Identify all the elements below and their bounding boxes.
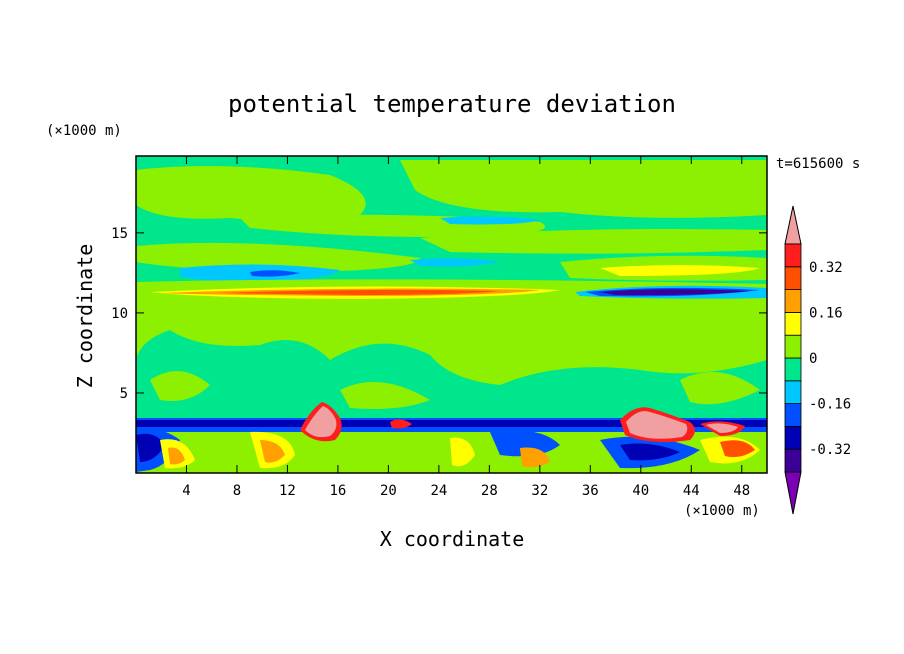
colorbar-segment — [784, 425, 802, 450]
upper-cool-patch — [440, 216, 540, 225]
chart-title: potential temperature deviation — [228, 90, 676, 118]
x-unit-label: (×1000 m) — [684, 503, 760, 519]
x-tick-label: 8 — [233, 483, 241, 499]
plot-area — [136, 156, 767, 473]
x-tick-label: 20 — [380, 483, 397, 499]
colorbar-segment — [784, 448, 802, 473]
upper-cool-patch — [410, 258, 500, 267]
colorbar-segment — [784, 380, 802, 404]
y-tick-label: 5 — [120, 386, 128, 402]
mid-warm-patch — [150, 371, 210, 401]
x-tick-label: 44 — [683, 483, 700, 499]
x-tick-label: 28 — [481, 483, 498, 499]
boundary-cold-blob — [136, 433, 165, 462]
x-tick-label: 4 — [182, 483, 190, 499]
boundary-cold-band — [136, 420, 767, 427]
x-axis-ticks: 4 8 12 16 20 24 28 32 36 40 44 48 — [182, 156, 750, 499]
x-axis-label: X coordinate — [380, 527, 525, 551]
plume-core — [706, 423, 738, 433]
colorbar-tick-label: 0.32 — [809, 260, 843, 276]
plot-frame — [135, 155, 768, 474]
y-axis-ticks: 5 10 15 — [111, 226, 767, 402]
boundary-warm-blob — [450, 437, 475, 467]
colorbar-min-arrow — [784, 471, 802, 515]
boundary-warm-blob — [720, 440, 755, 458]
colorbar-tick-label: 0 — [809, 351, 817, 367]
y-unit-label: (×1000 m) — [46, 123, 122, 139]
colorbar-segment — [784, 266, 802, 290]
upper-cool-patch — [250, 270, 300, 277]
x-tick-label: 24 — [430, 483, 447, 499]
plume-core — [626, 411, 688, 439]
colorbar-segment — [784, 403, 802, 427]
mid-warm-patch — [136, 300, 767, 385]
mid-warm-patch — [680, 372, 760, 405]
upper-warm-patch — [136, 242, 420, 272]
time-label: t=615600 s — [776, 156, 860, 172]
x-tick-label: 16 — [329, 483, 346, 499]
x-tick-label: 48 — [733, 483, 750, 499]
colorbar-tick-label: -0.16 — [809, 397, 851, 413]
x-tick-label: 32 — [531, 483, 548, 499]
colorbar-segment — [784, 357, 802, 382]
boundary-warm-blob — [168, 447, 185, 465]
plume-core — [305, 406, 337, 438]
colorbar-tick-label: 0.16 — [809, 305, 843, 321]
boundary-cold-blob — [490, 430, 560, 457]
upper-warm-patch — [420, 229, 767, 254]
upper-warm-patch — [136, 166, 366, 221]
upper-hot-patch — [600, 265, 760, 276]
x-tick-label: 12 — [279, 483, 296, 499]
y-tick-label: 10 — [111, 306, 128, 322]
colorbar-max-arrow — [784, 205, 802, 245]
y-axis-label: Z coordinate — [73, 244, 97, 389]
colorbar-tick-label: -0.32 — [809, 442, 851, 458]
mid-warm-patch — [340, 382, 430, 409]
colorbar-segment — [784, 243, 802, 268]
boundary-warm-blob — [520, 447, 550, 468]
boundary-cold-blob — [620, 443, 680, 461]
colorbar-segment — [784, 334, 802, 359]
colorbar-segment — [784, 311, 802, 336]
x-tick-label: 40 — [632, 483, 649, 499]
colorbar-segment — [784, 289, 802, 313]
plume-edge — [390, 419, 412, 429]
boundary-warm-blob — [260, 440, 285, 463]
inversion-coldest — [600, 289, 750, 296]
upper-warm-patch — [400, 160, 767, 218]
y-tick-label: 15 — [111, 226, 128, 242]
x-tick-label: 36 — [582, 483, 599, 499]
colorbar: -0.32 -0.16 0 0.16 0.32 — [784, 205, 851, 515]
inversion-hot — [220, 289, 500, 295]
